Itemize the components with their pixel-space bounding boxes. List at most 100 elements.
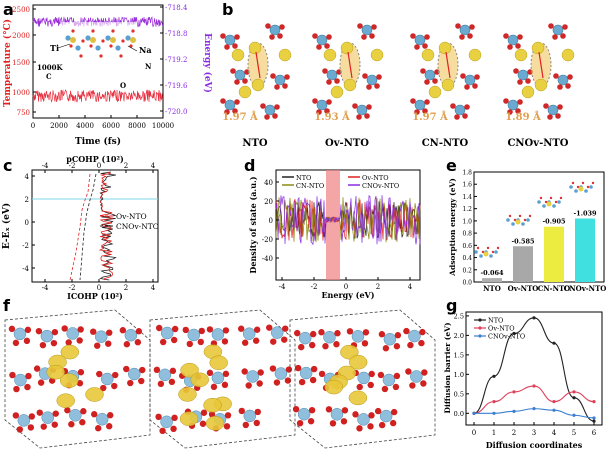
barrier-point [592,400,596,404]
adsorption-category-1: Ov-NTO [508,284,539,293]
temp-tick: 750 [17,109,30,117]
temp-tick: 2000 [12,32,30,40]
icohp-ov-trace [69,173,91,281]
dos-x-tick: -4 [279,283,286,291]
adsorption-tick: 1.8 [462,170,472,177]
time-tick: 10000 [152,122,174,130]
barrier-point [572,390,576,394]
adsorption-bar-cnov-nto [575,218,595,282]
energy-tick: -2 [22,242,29,250]
time-tick: 0 [31,122,35,130]
panel-label-a: a [3,0,14,19]
barrier-point [552,408,556,412]
ann-na: Na [139,45,152,55]
structure-name-3: CNOv-NTO [507,138,568,149]
icohp-tick: -2 [69,284,76,292]
time-tick: 2000 [50,122,68,130]
pcohp-tick: -4 [42,162,49,170]
panel-label-d: d [244,156,256,175]
panel-c-ylabel: E-Eₓ (eV) [1,203,12,249]
icohp-tick: -4 [42,284,49,292]
barrier-point [552,400,556,404]
adsorption-tick: 1.6 [462,182,472,189]
structure-cnov-nto: 1.89 Å CNOv-NTO [503,23,575,149]
structure-cn-nto: 1.97 Å CN-NTO [410,23,482,149]
panel-c-legend: Ov-NTO CNOv-NTO [100,212,159,231]
panel-a-temperature-ticks: 2500 2000 1500 1000 750 [12,6,36,117]
energy-trace [32,16,164,28]
panel-d-xlabel: Energy (eV) [321,290,374,300]
icohp-tick: 4 [151,284,156,292]
charge-density-structure-1 [149,309,296,449]
time-tick: 8000 [128,122,146,130]
temp-tick: 1000 [12,89,30,97]
legend-nto: NTO [296,174,311,182]
panel-a-energy-ticks: -718.4 -718.8 -719.2 -719.6 -720.0 [160,4,188,116]
panel-c-cohp-plot: -4 -2 0 2 4 -4 -2 0 2 4 4 2 0 -2 -4 pCOHP (10²) ICOHP … [1,154,159,301]
structure-name-1: Ov-NTO [325,138,369,149]
panel-c-top-label: pCOHP (10²) [66,154,124,164]
barrier-point [512,331,516,336]
panel-d-legend: NTO Ov-NTO CN-NTO CNOv-NTO [282,174,399,190]
panel-g-ylabel: Diffusion barrier (eV) [443,323,452,414]
barrier-point [512,390,516,394]
adsorption-category-0: NTO [483,284,501,293]
adsorption-tick: 1.2 [462,206,472,213]
temperature-trace [32,88,163,103]
barrier-point [472,411,476,415]
adsorption-tick: 0.0 [462,280,472,287]
legend-ov-nto: Ov-NTO [362,174,389,182]
dos-y-tick: -20 [262,236,273,244]
barrier-point [572,396,576,400]
structure-nto: 1.97 Å NTO [220,23,292,149]
barrier-tick: 0.5 [454,390,464,398]
panel-e-ylabel: Adsorption energy (eV) [448,178,457,277]
bond-distance-2: 1.97 Å [412,111,448,123]
adsorption-bar-cn-nto [544,226,564,282]
legend-ov-nto: Ov-NTO [488,325,515,333]
adsorption-tick: 0.6 [462,243,472,250]
legend-cnov-nto: CNOv-NTO [362,182,399,190]
icohp-tick: 0 [97,284,101,292]
panel-label-g: g [446,296,458,315]
panel-g-diffusion-plot: 2.5 2.0 1.5 1.0 0.5 0.0 0 1 2 3 4 5 6 Diffusion barr… [443,311,603,450]
bandgap-highlight [326,170,340,280]
barrier-point [572,413,576,417]
adsorption-value-0: -0.064 [480,269,504,277]
legend-cnov-nto: CNOv-NTO [488,333,525,341]
adsorption-tick: 0.8 [462,231,472,238]
barrier-point [492,411,496,415]
coordinate-tick: 1 [492,429,496,437]
panel-a-time-ticks: 0 2000 4000 6000 8000 10000 [31,115,174,130]
panel-d-ylabel: Density of state (a.u.) [248,176,258,273]
barrier-tick: 0.0 [454,410,464,418]
adsorption-tick: 0.4 [462,255,472,262]
dos-x-tick: 4 [408,283,413,291]
pcohp-tick: 0 [97,162,101,170]
bond-distance-1: 1.93 Å [314,111,350,123]
dos-x-tick: 2 [376,283,380,291]
coordinate-tick: 0 [472,429,476,437]
energy-tick: 2 [25,196,29,204]
barrier-point [552,341,556,345]
panel-a-ylabel-energy: Energy (eV) [202,33,213,93]
coordinate-tick: 3 [532,429,536,437]
energy-tick: -719.6 [165,82,188,90]
legend-nto: NTO [488,317,503,325]
icohp-tick: 2 [124,284,128,292]
panel-f-charge-density [4,309,436,449]
legend-cn-nto: CN-NTO [296,182,324,190]
panel-c-frame [31,169,159,283]
panel-b-structures: 1.97 Å NTO 1.93 Å Ov-NTO 1.97 Å CN-NTO 1.89 Å C… [220,23,575,149]
panel-label-f: f [3,296,10,315]
temp-tick: 2500 [12,6,30,14]
ann-ti: Ti [50,43,59,53]
dos-trace-cnov-nto [275,194,421,246]
bond-distance-0: 1.97 Å [222,111,258,123]
barrier-tick: 1.5 [454,351,464,359]
energy-tick: -4 [22,265,29,273]
pcohp-tick: -2 [69,162,76,170]
adsorption-bar-nto [482,278,502,282]
